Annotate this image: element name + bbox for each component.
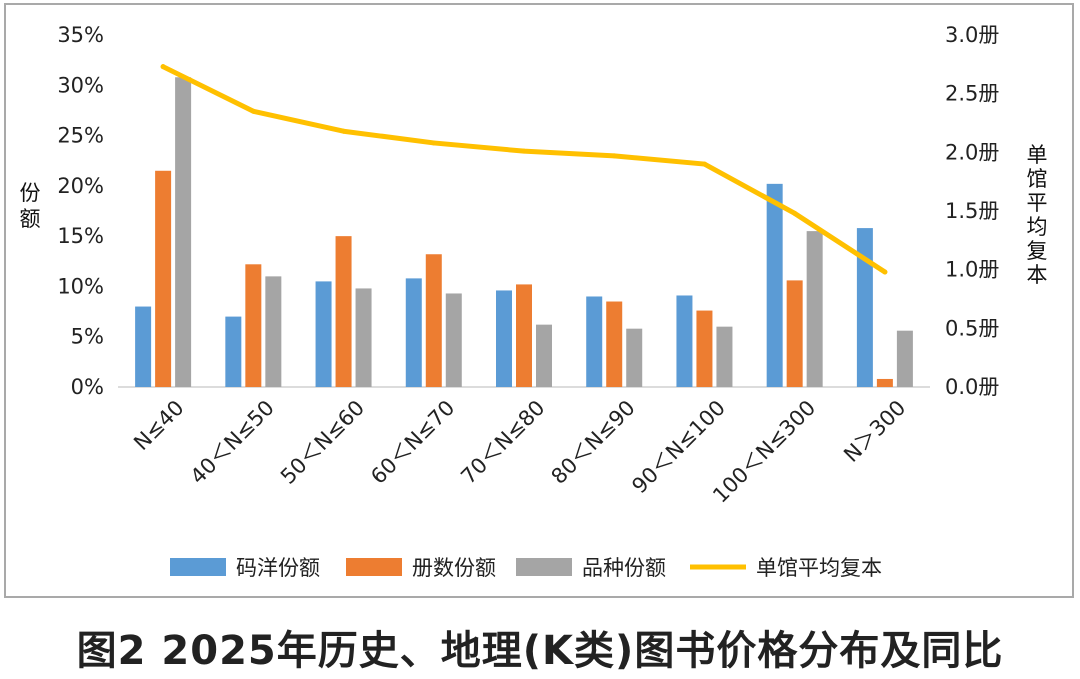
bar <box>606 301 623 387</box>
bar <box>766 183 783 387</box>
bar <box>245 264 262 387</box>
y-tick-label: 0% <box>71 375 104 399</box>
figure-caption: 图2 2025年历史、地理(K类)图书价格分布及同比 <box>76 628 1004 674</box>
bar <box>876 378 893 387</box>
line-point <box>431 140 437 146</box>
bar <box>425 254 442 387</box>
bar <box>265 276 282 387</box>
bar <box>696 310 713 387</box>
y-tick-label: 35% <box>57 23 104 47</box>
line-point <box>701 161 707 167</box>
bar <box>335 236 352 387</box>
bar <box>806 231 823 387</box>
bar <box>626 328 643 387</box>
y-tick-label: 10% <box>57 274 104 298</box>
x-tick-label: 50＜N≤60 <box>276 396 369 489</box>
bar <box>496 290 512 387</box>
combo-chart: 0% 5% 10% 15% 20% 25% 30% 35% 0.0册 0.5册 1.0册 1.5册 2.… <box>20 23 1048 580</box>
legend-swatch <box>170 558 226 576</box>
y-tick-label: 30% <box>57 73 104 97</box>
y2-tick-label: 3.0册 <box>945 23 999 47</box>
y2-tick-label: 1.5册 <box>945 199 999 223</box>
bar <box>586 296 603 387</box>
x-tick-label: 60＜N≤70 <box>366 396 459 489</box>
bar <box>405 278 422 387</box>
line-point <box>250 108 256 114</box>
y-tick-label: 15% <box>57 224 104 248</box>
y2-axis-title: 单馆平均复本 <box>1027 143 1048 287</box>
x-tick-label: 70＜N≤80 <box>456 396 549 489</box>
legend-label: 品种份额 <box>582 556 666 580</box>
line-point <box>882 269 888 275</box>
y2-tick-label: 0.0册 <box>945 375 999 399</box>
x-tick-label: 40＜N≤50 <box>186 396 279 489</box>
line-point <box>521 148 527 154</box>
y-axis-title: 份额 <box>20 181 41 231</box>
x-tick-label: 90＜N≤100 <box>627 396 730 499</box>
legend-swatch <box>516 558 572 576</box>
legend-swatch <box>346 558 402 576</box>
bar <box>516 284 532 387</box>
line-point <box>611 153 617 159</box>
y-tick-label: 25% <box>57 124 104 148</box>
y2-tick-label: 1.0册 <box>945 258 999 282</box>
bar <box>155 170 172 387</box>
bar <box>315 281 332 387</box>
x-tick-label: N＞300 <box>839 396 910 467</box>
bar <box>896 330 913 387</box>
x-tick-label: N≤40 <box>129 396 188 455</box>
y-tick-label: 20% <box>57 174 104 198</box>
legend-label: 册数份额 <box>412 556 496 580</box>
bar <box>676 295 693 387</box>
y2-tick-label: 0.5册 <box>945 316 999 340</box>
legend-label: 单馆平均复本 <box>756 556 882 580</box>
bar <box>135 306 152 387</box>
bar <box>355 288 372 387</box>
x-tick-label: 80＜N≤90 <box>547 396 640 489</box>
line-point <box>792 210 798 216</box>
bar <box>716 326 733 387</box>
bar <box>856 228 873 387</box>
bar <box>786 280 803 387</box>
y-tick-label: 5% <box>71 325 104 349</box>
bar <box>536 324 552 387</box>
y2-tick-label: 2.0册 <box>945 140 999 164</box>
bar <box>225 316 242 387</box>
bar <box>445 293 462 387</box>
legend-label: 码洋份额 <box>236 556 320 580</box>
bar <box>175 77 192 388</box>
y2-tick-label: 2.5册 <box>945 82 999 106</box>
line-point <box>160 64 166 70</box>
line-point <box>341 128 347 134</box>
